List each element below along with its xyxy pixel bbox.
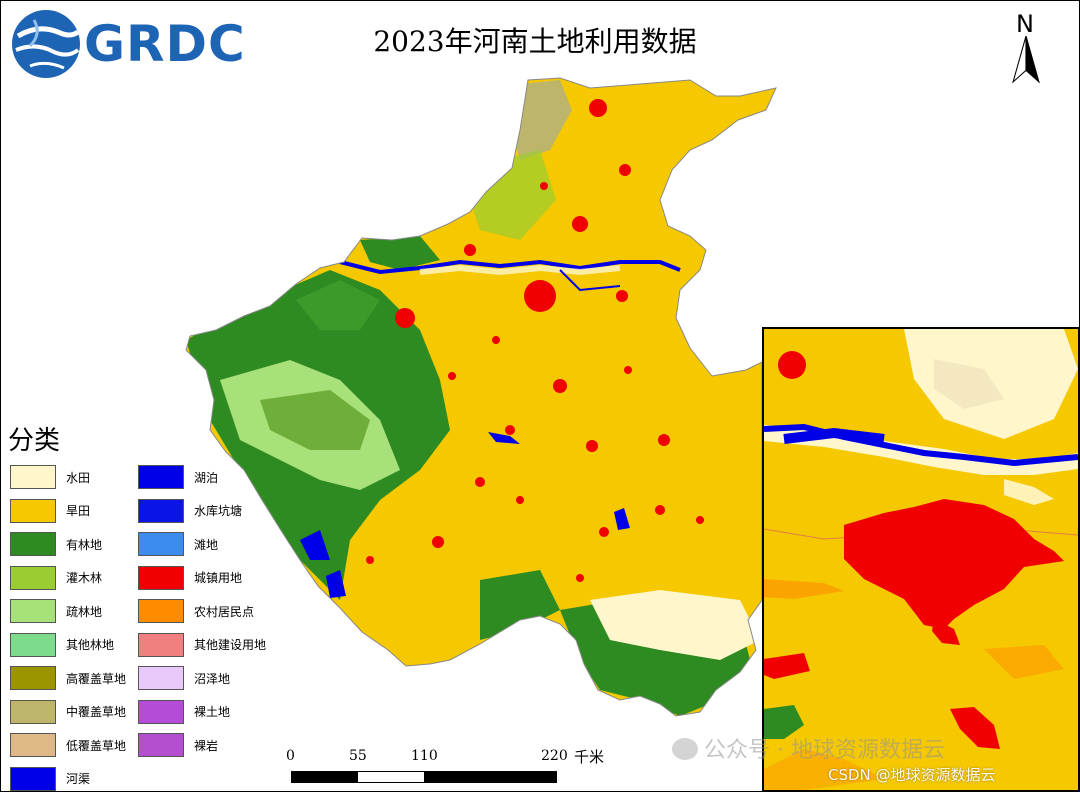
legend-item: 疏林地 xyxy=(10,598,102,624)
legend-item: 灌木林 xyxy=(10,565,102,591)
legend-item: 高覆盖草地 xyxy=(10,665,126,691)
legend-swatch xyxy=(10,532,56,556)
legend-label: 中覆盖草地 xyxy=(66,703,126,720)
legend-swatch xyxy=(10,566,56,590)
legend-swatch xyxy=(10,733,56,757)
legend-label: 其他建设用地 xyxy=(194,636,266,653)
legend-item: 河渠 xyxy=(10,766,90,792)
legend-swatch xyxy=(138,633,184,657)
legend-label: 灌木林 xyxy=(66,569,102,586)
legend-swatch xyxy=(10,499,56,523)
legend-item: 城镇用地 xyxy=(138,565,242,591)
scale-segment xyxy=(424,772,556,782)
legend-swatch xyxy=(138,666,184,690)
legend-label: 河渠 xyxy=(66,770,90,787)
legend-item: 旱田 xyxy=(10,498,90,524)
legend-item: 其他林地 xyxy=(10,632,114,658)
legend-swatch xyxy=(10,599,56,623)
legend-label: 沼泽地 xyxy=(194,670,230,687)
scale-tick-label: 110 xyxy=(411,748,438,764)
legend-swatch xyxy=(138,733,184,757)
legend-label: 有林地 xyxy=(66,536,102,553)
legend-title: 分类 xyxy=(8,420,60,457)
scale-segment xyxy=(292,772,358,782)
legend-label: 裸土地 xyxy=(194,703,230,720)
legend-swatch xyxy=(10,666,56,690)
scale-tick-label: 220 xyxy=(541,748,568,764)
legend-item: 中覆盖草地 xyxy=(10,699,126,725)
legend-label: 疏林地 xyxy=(66,603,102,620)
legend-label: 裸岩 xyxy=(194,737,218,754)
legend-swatch xyxy=(10,700,56,724)
legend-swatch xyxy=(138,599,184,623)
watermark-wechat: 公众号 · 地球资源数据云 xyxy=(704,732,945,764)
legend-swatch xyxy=(10,767,56,791)
watermark-credit: CSDN @地球资源数据云 xyxy=(828,764,996,785)
legend-label: 水库坑塘 xyxy=(194,502,242,519)
legend-label: 农村居民点 xyxy=(194,603,254,620)
scale-tick-label: 55 xyxy=(349,748,367,764)
legend-item: 裸岩 xyxy=(138,732,218,758)
scale-segment xyxy=(358,772,424,782)
legend-label: 旱田 xyxy=(66,502,90,519)
inset-map xyxy=(762,327,1080,792)
legend-item: 湖泊 xyxy=(138,464,218,490)
scale-tick-label: 0 xyxy=(286,748,295,764)
scale-unit: 千米 xyxy=(574,746,604,767)
legend-item: 水田 xyxy=(10,464,90,490)
inset-map-graphic xyxy=(764,329,1078,790)
legend-label: 水田 xyxy=(66,469,90,486)
wechat-icon xyxy=(672,738,698,760)
scale-bar xyxy=(291,771,557,783)
legend-label: 湖泊 xyxy=(194,469,218,486)
legend-item: 有林地 xyxy=(10,531,102,557)
legend-swatch xyxy=(10,633,56,657)
legend-swatch xyxy=(138,700,184,724)
legend-swatch xyxy=(10,465,56,489)
legend-swatch xyxy=(138,499,184,523)
legend-item: 滩地 xyxy=(138,531,218,557)
legend-item: 水库坑塘 xyxy=(138,498,242,524)
legend-swatch xyxy=(138,465,184,489)
legend-label: 低覆盖草地 xyxy=(66,737,126,754)
legend-item: 裸土地 xyxy=(138,699,230,725)
legend-item: 沼泽地 xyxy=(138,665,230,691)
legend-swatch xyxy=(138,532,184,556)
legend-label: 其他林地 xyxy=(66,636,114,653)
legend-label: 滩地 xyxy=(194,536,218,553)
legend-item: 低覆盖草地 xyxy=(10,732,126,758)
legend-swatch xyxy=(138,566,184,590)
legend-item: 农村居民点 xyxy=(138,598,254,624)
legend-item: 其他建设用地 xyxy=(138,632,266,658)
legend-label: 城镇用地 xyxy=(194,569,242,586)
legend-label: 高覆盖草地 xyxy=(66,670,126,687)
